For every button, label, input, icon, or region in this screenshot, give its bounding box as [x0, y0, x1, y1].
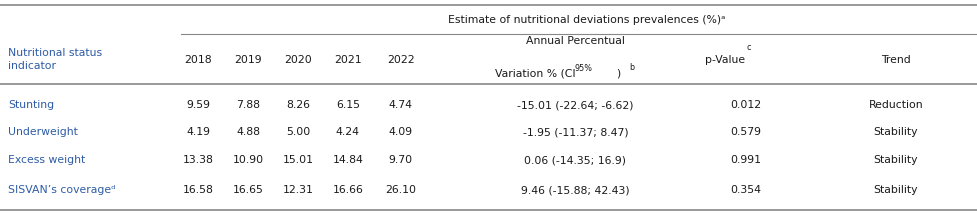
Text: -15.01 (-22.64; -6.62): -15.01 (-22.64; -6.62) [517, 100, 634, 110]
Text: 12.31: 12.31 [282, 185, 314, 195]
Text: Stunting: Stunting [8, 100, 54, 110]
Text: 8.26: 8.26 [286, 100, 310, 110]
Text: 7.88: 7.88 [236, 100, 260, 110]
Text: 2018: 2018 [185, 55, 212, 65]
Text: Stability: Stability [873, 155, 918, 165]
Text: p-Value: p-Value [705, 55, 745, 65]
Text: 2022: 2022 [387, 55, 414, 65]
Text: ): ) [616, 68, 620, 78]
Text: 0.06 (-14.35; 16.9): 0.06 (-14.35; 16.9) [525, 155, 626, 165]
Text: 4.24: 4.24 [336, 127, 360, 137]
Text: 4.19: 4.19 [187, 127, 210, 137]
Text: 2021: 2021 [334, 55, 361, 65]
Text: 6.15: 6.15 [336, 100, 360, 110]
Text: c: c [746, 43, 751, 52]
Text: 2020: 2020 [284, 55, 312, 65]
Text: 95%: 95% [574, 64, 592, 73]
Text: Annual Percentual: Annual Percentual [526, 36, 625, 46]
Text: Stability: Stability [873, 127, 918, 137]
Text: Variation % (CI: Variation % (CI [494, 68, 575, 78]
Text: Reduction: Reduction [869, 100, 923, 110]
Text: 0.012: 0.012 [730, 100, 761, 110]
Text: Excess weight: Excess weight [8, 155, 85, 165]
Text: 4.74: 4.74 [389, 100, 412, 110]
Text: 0.579: 0.579 [730, 127, 761, 137]
Text: 0.991: 0.991 [730, 155, 761, 165]
Text: Underweight: Underweight [8, 127, 78, 137]
Text: 9.46 (-15.88; 42.43): 9.46 (-15.88; 42.43) [521, 185, 630, 195]
Text: 13.38: 13.38 [183, 155, 214, 165]
Text: 16.65: 16.65 [233, 185, 264, 195]
Text: SISVAN’s coverageᵈ: SISVAN’s coverageᵈ [8, 185, 115, 195]
Text: 26.10: 26.10 [385, 185, 416, 195]
Text: 9.59: 9.59 [187, 100, 210, 110]
Text: -1.95 (-11.37; 8.47): -1.95 (-11.37; 8.47) [523, 127, 628, 137]
Text: 4.09: 4.09 [389, 127, 412, 137]
Text: 2019: 2019 [234, 55, 262, 65]
Text: Estimate of nutritional deviations prevalences (%)ᵃ: Estimate of nutritional deviations preva… [447, 15, 725, 25]
Text: Nutritional status
indicator: Nutritional status indicator [8, 48, 102, 71]
Text: Trend: Trend [881, 55, 911, 65]
Text: b: b [629, 63, 634, 72]
Text: 16.66: 16.66 [332, 185, 363, 195]
Text: 0.354: 0.354 [730, 185, 761, 195]
Text: 5.00: 5.00 [286, 127, 310, 137]
Text: 10.90: 10.90 [233, 155, 264, 165]
Text: 15.01: 15.01 [282, 155, 314, 165]
Text: 16.58: 16.58 [183, 185, 214, 195]
Text: 14.84: 14.84 [332, 155, 363, 165]
Text: 9.70: 9.70 [389, 155, 412, 165]
Text: Stability: Stability [873, 185, 918, 195]
Text: 4.88: 4.88 [236, 127, 260, 137]
